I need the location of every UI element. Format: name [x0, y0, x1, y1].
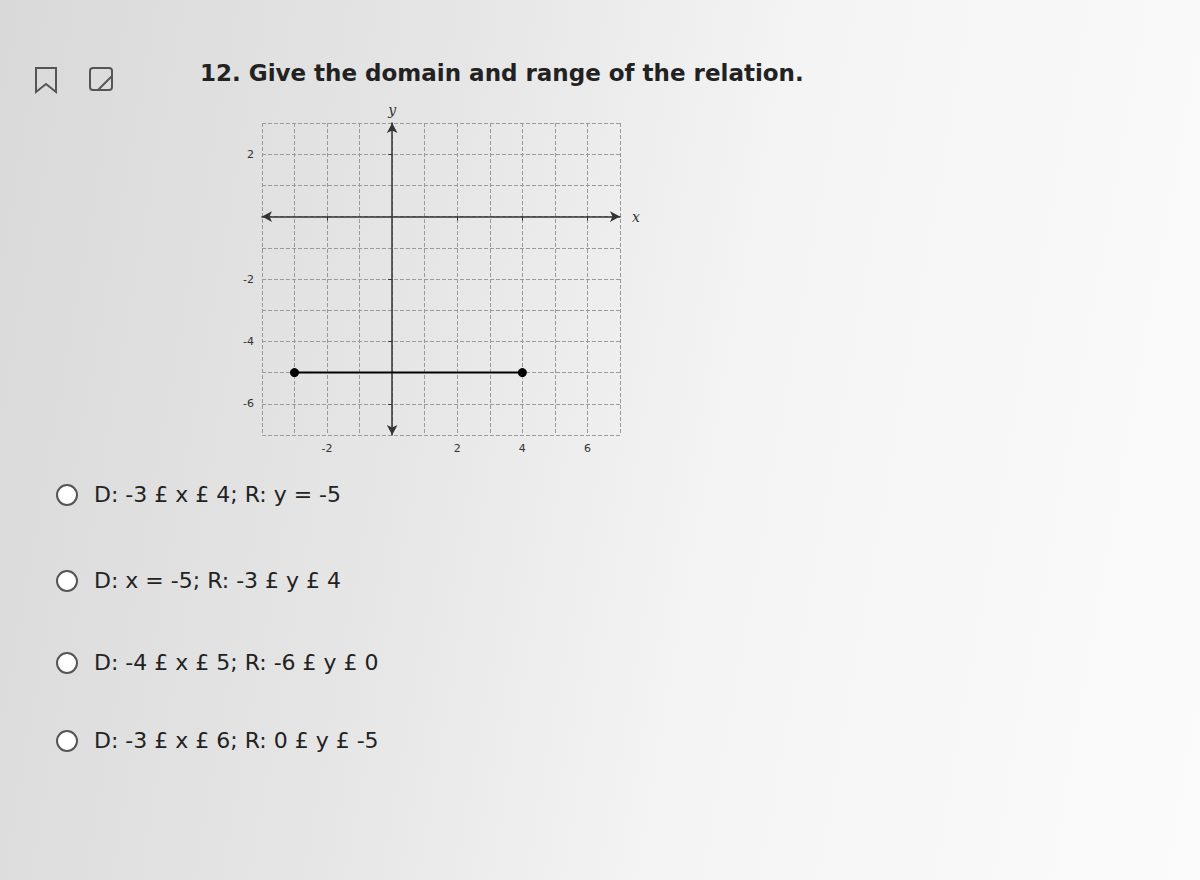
svg-text:-4: -4: [243, 335, 254, 348]
html-text:D: x = -5; R: -3 £ y £ 4: D: x = -5; R: -3 £ y £ 4: [94, 568, 342, 593]
svg-text:6: 6: [584, 442, 591, 455]
svg-text:2: 2: [454, 442, 461, 455]
svg-text:-2: -2: [243, 273, 254, 286]
svg-text:-6: -6: [243, 397, 254, 410]
html-text:12. Give the domain and range: 12. Give the domain and range of the rel…: [200, 60, 804, 86]
html-text:D: -3 £ x £ 4; R: y = -5: D: -3 £ x £ 4; R: y = -5: [94, 482, 342, 507]
svg-text:2: 2: [247, 148, 254, 161]
svg-text:4: 4: [519, 442, 526, 455]
html-text:D: -3 £ x £ 6; R: 0 £ y £ -5: D: -3 £ x £ 6; R: 0 £ y £ -5: [94, 728, 379, 753]
svg-text:x: x: [632, 209, 640, 225]
svg-text:-2: -2: [322, 442, 333, 455]
html-text:D: -4 £ x £ 5; R: -6 £ y £ 0: D: -4 £ x £ 5; R: -6 £ y £ 0: [94, 650, 379, 675]
svg-text:y: y: [387, 102, 397, 118]
